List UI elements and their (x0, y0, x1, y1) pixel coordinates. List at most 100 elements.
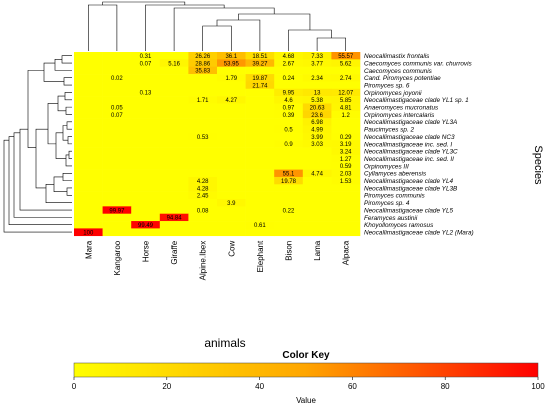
cell-value-label: 4.74 (311, 172, 323, 178)
heatmap-cell (245, 184, 275, 192)
row-label: Neocallimastigaceae clade YL1 sp. 1 (364, 97, 469, 104)
row-dendrogram-branch (3, 139, 72, 233)
cell-value-label: 3.19 (340, 142, 352, 148)
heatmap-cell (102, 103, 132, 112)
heatmap-cell (331, 176, 361, 185)
heatmap-cell (331, 96, 361, 104)
heatmap-cell (131, 199, 161, 207)
row-label: Caecomyces communis var. churrovis (364, 60, 473, 67)
row-label: Piromyces sp. 6 (364, 82, 410, 89)
cell-value-label: 35.83 (195, 69, 211, 75)
heatmap-cell (159, 96, 189, 104)
heatmap-cell (245, 169, 275, 178)
x-axis-title: animals (204, 336, 245, 350)
row-dendrogram-branch (65, 106, 72, 115)
heatmap-cell (217, 96, 246, 104)
heatmap-cell (245, 88, 275, 97)
column-dendrogram (88, 1, 346, 51)
row-dendrogram-branch (63, 77, 72, 86)
cell-value-label: 1.27 (340, 157, 352, 163)
row-dendrogram-branch (66, 121, 72, 130)
heatmap-cell (302, 147, 332, 156)
heatmap-cell (131, 169, 161, 178)
heatmap-cell (74, 74, 103, 82)
heatmap-cell (102, 52, 132, 60)
row-dendrogram-branch (19, 128, 72, 211)
cell-value-label: 2.74 (340, 76, 352, 82)
cell-value-label: 0.13 (140, 91, 152, 97)
heatmap-cell (131, 88, 161, 97)
heatmap-cell (217, 74, 246, 82)
heatmap-cell (159, 199, 189, 207)
heatmap-cell (74, 132, 103, 141)
row-dendrogram-branch (66, 187, 72, 196)
heatmap-cell (217, 88, 246, 97)
heatmap-cell (217, 206, 246, 214)
heatmap-cell (159, 213, 189, 222)
heatmap-cell (131, 52, 161, 60)
heatmap-cell (274, 125, 304, 134)
heatmap-cell (217, 132, 246, 141)
heatmap-cell (74, 176, 103, 185)
heatmap-cell (159, 132, 189, 141)
heatmap-cell (74, 140, 103, 148)
heatmap-cell (302, 199, 332, 207)
cell-value-label: 0.07 (140, 61, 152, 67)
heatmap-cell (188, 59, 218, 67)
heatmap-cell (159, 66, 189, 75)
heatmap-cell (217, 191, 246, 200)
heatmap-cell (245, 118, 275, 126)
heatmap-cell (245, 162, 275, 170)
column-label: Elephant (256, 240, 265, 272)
heatmap-cell (274, 176, 304, 185)
row-label: Feramyces austinii (364, 215, 418, 222)
row-dendrogram-branch (27, 70, 44, 148)
column-dendrogram-branch (316, 37, 346, 51)
cell-value-label: 19.87 (252, 76, 268, 82)
heatmap-cell (74, 162, 103, 170)
heatmap-cell (74, 52, 103, 60)
heatmap-cell (274, 66, 304, 75)
cell-value-label: 26.26 (195, 54, 211, 60)
heatmap-cell (188, 169, 218, 178)
cell-value-label: 21.74 (252, 83, 268, 89)
heatmap-cell (274, 140, 304, 148)
heatmap-cell (102, 88, 132, 97)
heatmap-cell (302, 228, 332, 237)
heatmap-cell (102, 162, 132, 170)
row-label: Paucimyces sp. 2 (364, 127, 415, 134)
cell-value-label: 0.08 (197, 208, 209, 214)
cell-value-label: 100 (83, 230, 94, 236)
cell-value-label: 1.2 (342, 113, 351, 119)
heatmap-cell (302, 125, 332, 134)
heatmap-cell (159, 52, 189, 60)
row-dendrogram-branch (35, 128, 48, 189)
heatmap-cell (274, 110, 304, 119)
cell-value-label: 0.31 (140, 54, 152, 60)
heatmap-cell (331, 228, 361, 237)
heatmap-cell (217, 228, 246, 237)
heatmap-cell (74, 147, 103, 156)
heatmap-cell (188, 191, 218, 200)
row-dendrogram-branch (64, 92, 72, 101)
heatmap-cell (245, 52, 275, 60)
heatmap-cell (302, 184, 332, 192)
heatmap-cell (331, 199, 361, 207)
column-label: Kangaroo (113, 240, 122, 275)
row-label: Caecomyces communis (364, 68, 433, 75)
heatmap-cell (302, 52, 332, 60)
heatmap-cell (245, 191, 275, 200)
heatmap-cell (331, 52, 361, 60)
heatmap-cell (274, 162, 304, 170)
heatmap-cell (188, 103, 218, 112)
y-axis-title: Species (532, 145, 544, 185)
heatmap-cell (245, 140, 275, 148)
heatmap-cell (159, 228, 189, 237)
color-key-title: Color Key (282, 350, 330, 361)
row-label: Neocallimastigaceae clade YL4 (364, 178, 453, 185)
row-label: Orpinomyces intercalaris (364, 112, 435, 119)
heatmap-cell (331, 74, 361, 82)
heatmap-cell (102, 184, 132, 192)
heatmap-cell (159, 147, 189, 156)
